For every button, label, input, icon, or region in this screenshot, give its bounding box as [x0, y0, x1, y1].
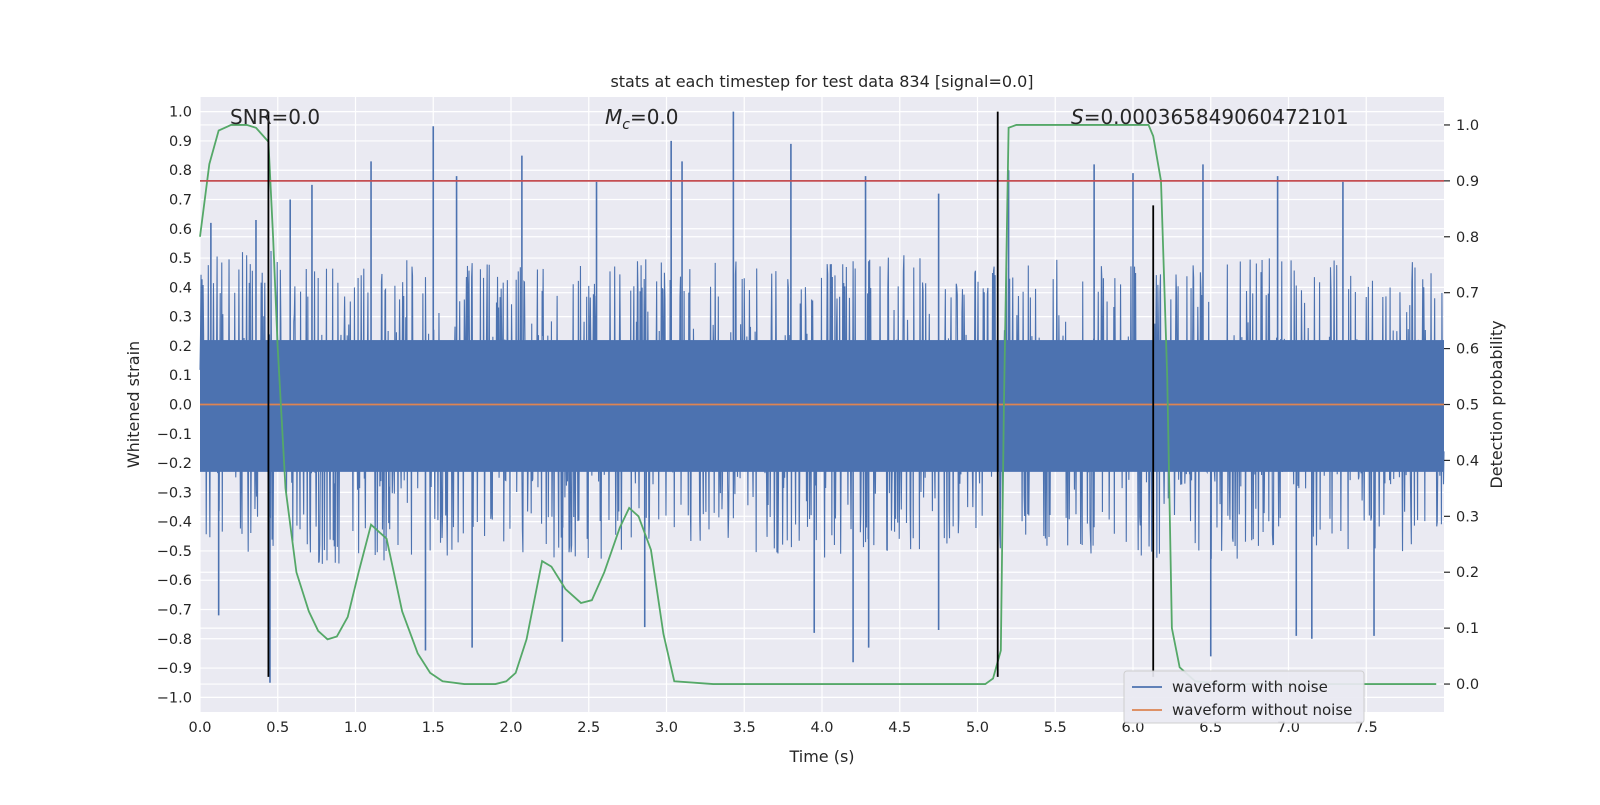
y-tick-label: 0.8 [169, 163, 192, 179]
y-tick-label: −0.8 [157, 632, 192, 648]
y-tick-label: 0.2 [169, 339, 192, 355]
y-tick-label: 0.6 [169, 222, 192, 238]
legend-label: waveform with noise [1172, 678, 1328, 696]
x-tick-label: 0.0 [188, 720, 211, 736]
y-tick-label: −0.1 [157, 427, 192, 443]
x-tick-label: 6.0 [1121, 720, 1144, 736]
legend-label: waveform without noise [1172, 701, 1352, 719]
y-tick-label: 0.9 [169, 134, 192, 150]
x-tick-label: 2.5 [577, 720, 600, 736]
series-waveform-with-noise [199, 111, 1445, 683]
x-tick-label: 4.0 [810, 720, 833, 736]
axes: 0.0 0.5 1.0 1.5 2.0 2.5 3.0 3.5 4.0 4.5 5.0 5.5 6.0 6… [157, 105, 1479, 736]
y2-tick-label: 0.8 [1456, 230, 1479, 246]
y-axis-title: Whitened strain [124, 341, 143, 468]
series-lines [199, 124, 1444, 685]
legend-box [1123, 670, 1365, 724]
chart-title: stats at each timestep for test data 834… [610, 72, 1033, 91]
x-tick-label: 3.0 [655, 720, 678, 736]
y-tick-label: −0.3 [157, 485, 192, 501]
y2-tick-label: 0.3 [1456, 509, 1479, 525]
vertical-markers [267, 111, 1155, 677]
y2-tick-label: 0.9 [1456, 174, 1479, 190]
s-statistic-annotation: S=0.000365849060472101 [1071, 105, 1349, 129]
y-tick-label: 1.0 [169, 105, 192, 121]
series-3-line [199, 124, 1437, 685]
y-tick-label: 0.3 [169, 310, 192, 326]
y-tick-label: −0.7 [157, 603, 192, 619]
y2-tick-label: 0.4 [1456, 453, 1479, 469]
x-tick-label: 6.5 [1199, 720, 1222, 736]
s-statistic-symbol: S [1071, 105, 1084, 129]
y-tick-label: −1.0 [157, 690, 192, 706]
x-tick-label: 7.5 [1355, 720, 1378, 736]
x-tick-label: 4.5 [888, 720, 911, 736]
legend: waveform with noise waveform without nois… [1123, 670, 1365, 724]
y2-tick-label: 0.1 [1456, 621, 1479, 637]
x-axis-title: Time (s) [788, 747, 854, 766]
x-tick-label: 0.5 [266, 720, 289, 736]
y-tick-label: −0.9 [157, 661, 192, 677]
x-tick-label: 7.0 [1277, 720, 1300, 736]
s-statistic-value: =0.000365849060472101 [1084, 105, 1349, 129]
y2-tick-label: 1.0 [1456, 118, 1479, 134]
y2-tick-label: 0.5 [1456, 398, 1479, 414]
y2-axis-title: Detection probability [1487, 320, 1506, 488]
x-tick-label: 1.5 [422, 720, 445, 736]
x-tick-label: 1.0 [344, 720, 367, 736]
chirp-mass-value: =0.0 [630, 105, 679, 129]
y2-tick-label: 0.6 [1456, 342, 1479, 358]
x-tick-label: 5.0 [966, 720, 989, 736]
x-tick-label: 3.5 [733, 720, 756, 736]
y2-tick-label: 0.2 [1456, 565, 1479, 581]
y-tick-label: −0.2 [157, 456, 192, 472]
y-tick-label: 0.1 [169, 368, 192, 384]
y-tick-label: 0.7 [169, 193, 192, 209]
waveform-with-noise-core [200, 340, 1444, 472]
y2-tick-label: 0.7 [1456, 286, 1479, 302]
y-tick-label: 0.4 [169, 280, 192, 296]
chirp-mass-symbol: M [605, 105, 622, 129]
x-tick-label: 2.0 [499, 720, 522, 736]
y2-tick-label: 0.0 [1456, 677, 1479, 693]
chirp-mass-annotation: Mc=0.0 [605, 105, 679, 133]
chirp-mass-subscript: c [622, 117, 630, 133]
x-tick-label: 5.5 [1044, 720, 1067, 736]
y-tick-label: −0.4 [157, 515, 192, 531]
snr-annotation: SNR=0.0 [230, 105, 320, 129]
y-tick-label: −0.5 [157, 544, 192, 560]
y-tick-label: −0.6 [157, 573, 192, 589]
y-tick-label: 0.0 [169, 398, 192, 414]
y-tick-label: 0.5 [169, 251, 192, 267]
